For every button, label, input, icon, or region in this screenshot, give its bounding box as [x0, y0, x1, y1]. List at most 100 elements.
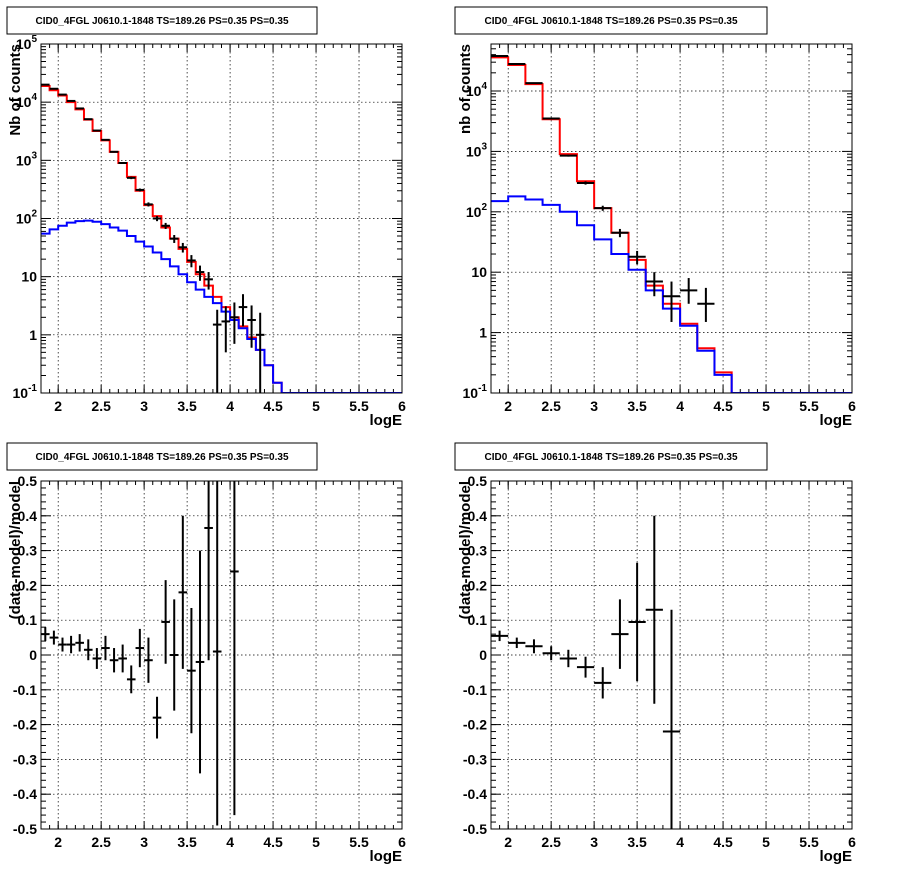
x-tick-label: 2.5 [541, 398, 561, 414]
x-tick-label: 2 [54, 834, 62, 850]
x-tick-label: 5 [762, 398, 770, 414]
data-point [247, 305, 256, 348]
y-tick-label: -0.5 [463, 821, 487, 837]
x-tick-label: 4 [676, 834, 684, 850]
plot-frame [490, 480, 853, 830]
y-tick-label: 0.3 [18, 543, 38, 559]
data-point [662, 281, 681, 322]
data-point [126, 176, 136, 180]
x-tick-label: 5.5 [349, 398, 369, 414]
model-total-histogram [491, 56, 852, 393]
plot-frame [40, 480, 403, 830]
y-tick-label: 102 [16, 209, 38, 227]
chart-title: CID0_4FGL J0610.1-1848 TS=189.26 PS=0.35… [484, 16, 737, 27]
y-tick-label: 105 [16, 34, 38, 52]
data-point [230, 481, 239, 816]
y-tick-label: -0.4 [463, 786, 487, 802]
chart-panel-1: CID0_4FGL J0610.1-1848 TS=189.26 PS=0.35… [6, 6, 406, 429]
data-point [195, 265, 205, 281]
x-tick-label: 2 [54, 398, 62, 414]
x-tick-label: 3 [590, 398, 598, 414]
plot-frame [490, 43, 853, 394]
data-point [41, 83, 50, 86]
x-tick-label: 5 [762, 834, 770, 850]
x-tick-label: 4 [676, 398, 684, 414]
data-point [559, 649, 577, 668]
data-point [109, 648, 119, 673]
data-point [169, 599, 179, 711]
data-point [628, 250, 646, 265]
y-tick-label: 10 [21, 269, 37, 285]
x-tick-label: 3.5 [177, 398, 197, 414]
x-tick-label: 2 [504, 834, 512, 850]
x-tick-label: 2.5 [91, 834, 111, 850]
data-point [49, 87, 59, 90]
x-tick-label: 6 [398, 834, 406, 850]
chart-panel-3: CID0_4FGL J0610.1-1848 TS=189.26 PS=0.35… [6, 442, 406, 865]
y-tick-label: -0.5 [13, 821, 37, 837]
data-point [680, 278, 698, 304]
chart-title: CID0_4FGL J0610.1-1848 TS=189.26 PS=0.35… [484, 452, 737, 463]
x-tick-label: 3 [140, 834, 148, 850]
y-tick-label: -0.2 [13, 717, 37, 733]
plot-area [41, 481, 239, 826]
data-point [628, 562, 646, 682]
data-point [75, 107, 84, 110]
data-point [230, 302, 239, 344]
x-tick-label: 4.5 [263, 834, 283, 850]
x-tick-label: 6 [398, 398, 406, 414]
data-point [645, 272, 663, 297]
data-point [161, 222, 170, 229]
x-tick-label: 4.5 [713, 834, 733, 850]
data-point [101, 138, 110, 141]
data-point [542, 646, 560, 661]
y-tick-label: 0.5 [468, 473, 488, 489]
data-point [255, 312, 265, 393]
x-tick-label: 3 [590, 834, 598, 850]
y-tick-label: -0.4 [13, 786, 37, 802]
data-point [178, 515, 188, 669]
y-tick-label: 0.1 [468, 612, 488, 628]
chart-title: CID0_4FGL J0610.1-1848 TS=189.26 PS=0.35… [35, 16, 288, 27]
y-tick-label: 0.4 [18, 508, 38, 524]
data-point [118, 644, 127, 673]
y-tick-label: 1 [479, 325, 487, 341]
data-point [559, 154, 577, 157]
title-box [6, 442, 318, 471]
plot-area [41, 83, 402, 393]
data-point [645, 515, 663, 704]
data-point [109, 150, 119, 153]
x-tick-label: 5.5 [799, 398, 819, 414]
data-point [576, 656, 595, 678]
data-point [525, 639, 543, 654]
data-point [152, 696, 162, 739]
x-tick-label: 4.5 [263, 398, 283, 414]
x-tick-label: 6 [848, 834, 856, 850]
x-tick-label: 5 [312, 834, 320, 850]
y-tick-label: 0 [29, 647, 37, 663]
data-point [212, 309, 222, 393]
y-tick-label: 0.4 [468, 508, 488, 524]
plot-area [491, 515, 681, 829]
x-tick-label: 3.5 [177, 834, 197, 850]
data-point [491, 630, 509, 642]
data-point [195, 550, 205, 774]
x-tick-label: 6 [848, 398, 856, 414]
x-axis-label: logE [820, 412, 853, 429]
y-tick-label: 104 [466, 81, 488, 99]
data-point [92, 648, 102, 669]
data-point [144, 202, 153, 207]
x-tick-label: 5.5 [349, 834, 369, 850]
data-point [161, 580, 170, 664]
y-tick-label: 103 [466, 141, 488, 159]
model-total-histogram [41, 84, 402, 393]
data-point [58, 93, 67, 96]
y-tick-label: -0.3 [13, 751, 37, 767]
data-point [697, 287, 715, 322]
y-tick-label: 0.2 [468, 577, 488, 593]
chart-panel-2: CID0_4FGL J0610.1-1848 TS=189.26 PS=0.35… [454, 6, 856, 429]
data-point [508, 637, 526, 649]
y-tick-label: 104 [16, 92, 38, 110]
x-axis-label: logE [820, 848, 853, 865]
